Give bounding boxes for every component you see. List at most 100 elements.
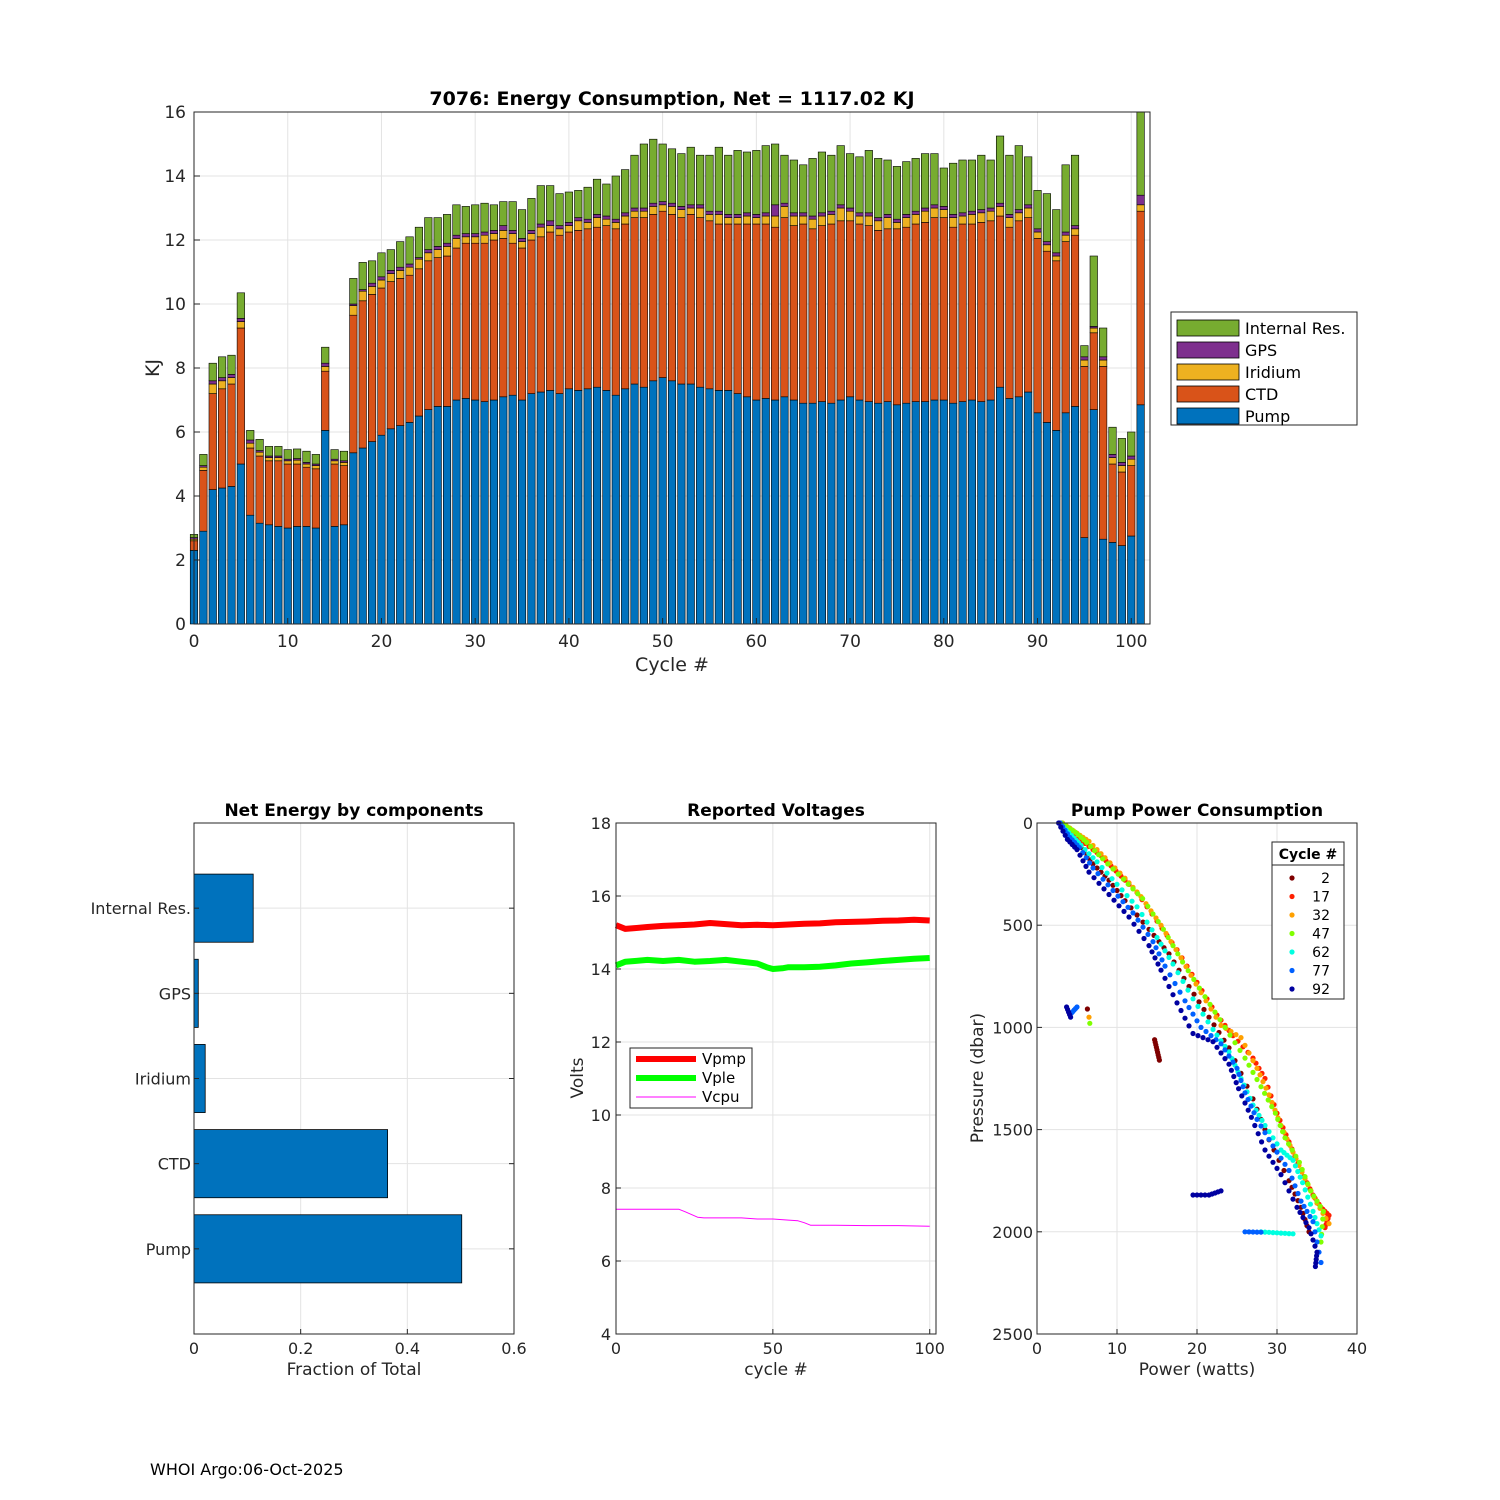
energy-bar-ctd-cycle xyxy=(517,247,527,401)
pump-point-cycle-62 xyxy=(1134,904,1140,910)
pump-point-cycle-2 xyxy=(1140,919,1146,925)
energy-bar-ctd-cycle xyxy=(780,217,789,398)
energy-bar-ctd-cycle xyxy=(864,225,873,402)
energy-bar-iridium-cycle xyxy=(349,305,358,316)
energy-bar-iridium-cycle xyxy=(621,215,630,225)
pump-point-cycle-77 xyxy=(1198,1024,1204,1030)
energy-bar-internal-res--cycle xyxy=(995,135,1005,204)
energy-bar-ctd-cycle xyxy=(1099,366,1108,540)
pump-point-cycle-77 xyxy=(1238,1077,1244,1084)
energy-bar-iridium-cycle xyxy=(536,226,545,238)
energy-bar-ctd-cycle xyxy=(827,223,836,404)
pump-point-cycle-62 xyxy=(1310,1208,1316,1214)
energy-bar-gps-cycle xyxy=(808,215,817,220)
pump-point-cycle-77 xyxy=(1242,1229,1248,1235)
pump-point-cycle-62 xyxy=(1256,1112,1262,1118)
energy-bar-pump-cycle xyxy=(761,398,770,625)
pump-point-cycle-77 xyxy=(1090,865,1096,871)
energy-bar-internal-res--cycle xyxy=(714,146,723,212)
energy-bar-ctd-cycle xyxy=(911,223,920,402)
energy-bar-internal-res--cycle xyxy=(358,262,367,290)
pump-point-cycle-62 xyxy=(1266,1129,1272,1135)
pump-point-cycle-47 xyxy=(1289,1147,1295,1153)
energy-bar-ctd-cycle xyxy=(967,223,976,401)
energy-bar-pump-cycle xyxy=(808,402,817,625)
pump-point-cycle-47 xyxy=(1191,976,1197,983)
energy-bar-ctd-cycle xyxy=(789,225,798,401)
energy-bar-pump-cycle xyxy=(714,390,723,625)
energy-bar-pump-cycle xyxy=(1089,409,1098,625)
energy-bar-internal-res--cycle xyxy=(527,198,536,231)
energy-bar-internal-res--cycle xyxy=(667,148,677,204)
energy-bar-pump-cycle xyxy=(1024,391,1033,625)
energy-bar-ctd-cycle xyxy=(236,327,245,465)
pump-point-cycle-77 xyxy=(1083,855,1089,861)
energy-bar-pump-cycle xyxy=(1127,535,1136,625)
voltages-tick-label-y: 18 xyxy=(591,814,611,833)
energy-bar-gps-cycle xyxy=(480,231,489,236)
pump-point-cycle-92 xyxy=(1242,1100,1248,1106)
energy-bar-internal-res--cycle xyxy=(471,204,480,234)
energy-bar-ctd-cycle xyxy=(405,274,414,423)
pump-point-cycle-47 xyxy=(1217,1017,1223,1023)
pump-legend-label: 2 xyxy=(1321,871,1330,887)
energy-bar-iridium-cycle xyxy=(1127,458,1136,466)
pump-point-cycle-47 xyxy=(1293,1153,1299,1159)
energy-bar-ctd-cycle xyxy=(227,383,236,487)
energy-bar-ctd-cycle xyxy=(771,226,780,401)
pump-point-cycle-2 xyxy=(1134,912,1140,918)
energy-bar-iridium-cycle xyxy=(864,215,873,226)
energy-bar-internal-res--cycle xyxy=(349,278,358,305)
energy-bar-pump-cycle xyxy=(1005,398,1014,625)
pump-point-cycle-32 xyxy=(1163,930,1169,937)
pump-point-cycle-32 xyxy=(1254,1065,1260,1071)
energy-bar-ctd-cycle xyxy=(846,220,855,398)
pump-point-cycle-62 xyxy=(1305,1194,1311,1200)
pump-point-cycle-77 xyxy=(1304,1208,1310,1214)
energy-bar-gps-cycle xyxy=(846,207,855,212)
pump-point-cycle-77 xyxy=(1240,1084,1246,1090)
energy-bar-gps-cycle xyxy=(967,210,976,215)
pump-point-cycle-92 xyxy=(1116,903,1122,909)
pump-point-cycle-92 xyxy=(1303,1220,1309,1226)
pump-point-cycle-47 xyxy=(1092,848,1098,854)
energy-bar-ctd-cycle xyxy=(1061,241,1070,414)
pump-point-cycle-92 xyxy=(1190,1192,1196,1198)
energy-bar-pump-cycle xyxy=(396,425,405,625)
pump-point-cycle-77 xyxy=(1156,951,1162,957)
pump-point-cycle-92 xyxy=(1255,1131,1261,1137)
energy-bar-pump-cycle xyxy=(874,402,883,625)
pump-point-cycle-92 xyxy=(1306,1225,1312,1231)
energy-tick-label-x: 40 xyxy=(558,632,580,652)
energy-bar-pump-cycle xyxy=(499,396,508,625)
energy-bar-iridium-cycle xyxy=(611,222,620,230)
energy-bar-gps-cycle xyxy=(227,374,236,378)
energy-bar-iridium-cycle xyxy=(471,236,480,244)
pump-point-cycle-92 xyxy=(1218,1050,1224,1056)
energy-bar-iridium-cycle xyxy=(1014,212,1023,222)
energy-bar-gps-cycle xyxy=(817,212,827,217)
energy-bar-ctd-cycle xyxy=(649,214,658,382)
energy-bar-pump-cycle xyxy=(986,399,995,625)
energy-bar-internal-res--cycle xyxy=(967,159,976,212)
energy-bar-ctd-cycle xyxy=(977,222,986,402)
energy-bar-pump-cycle xyxy=(705,388,714,625)
energy-bar-ctd-cycle xyxy=(499,238,508,398)
voltages-chart: 0 50 100 4 6 8 10 12 14 16 18 Reported Voltages cy… xyxy=(568,801,945,1380)
pump-point-cycle-92 xyxy=(1096,880,1102,886)
pump-point-cycle-62 xyxy=(1119,887,1125,893)
energy-bar-iridium-cycle xyxy=(227,377,236,385)
energy-bar-gps-cycle xyxy=(939,206,948,210)
energy-bar-ctd-cycle xyxy=(1127,465,1136,537)
pump-point-cycle-47 xyxy=(1110,866,1116,872)
pump-legend-label: 32 xyxy=(1312,908,1330,924)
pump-point-cycle-47 xyxy=(1319,1224,1325,1230)
pump-point-cycle-62 xyxy=(1124,893,1130,899)
energy-bar-ctd-cycle xyxy=(1108,463,1117,543)
energy-bar-ctd-cycle xyxy=(808,228,817,404)
pump-point-cycle-47 xyxy=(1242,1055,1248,1061)
pump-point-cycle-2 xyxy=(1084,1006,1090,1012)
energy-bar-internal-res--cycle xyxy=(405,236,414,265)
energy-bar-internal-res--cycle xyxy=(930,153,939,206)
components-category-label: CTD xyxy=(158,1155,191,1174)
